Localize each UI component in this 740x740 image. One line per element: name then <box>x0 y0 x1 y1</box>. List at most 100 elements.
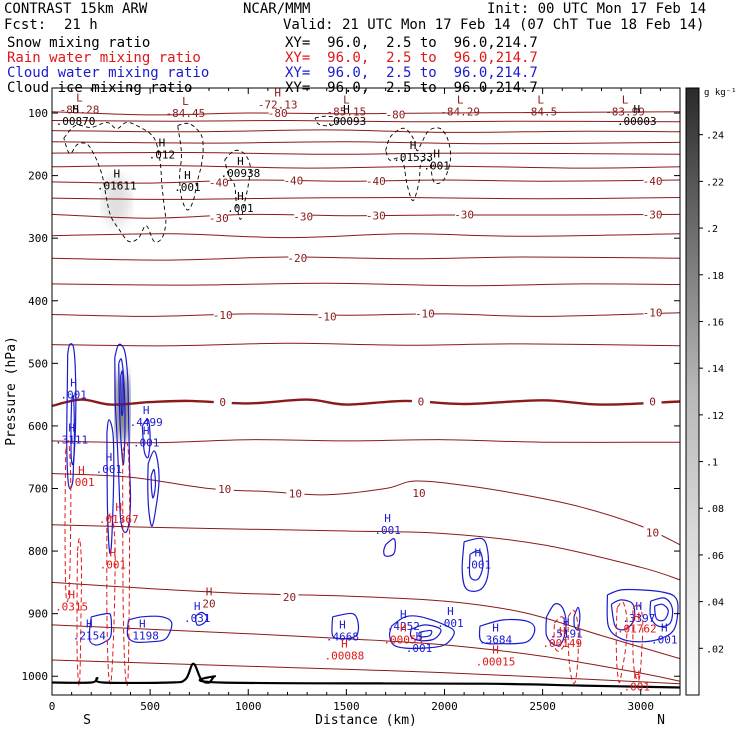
x-tick-label: 3000 <box>628 700 655 713</box>
extremum-value: .4252 <box>387 620 420 633</box>
extremum-value: .001 <box>465 559 492 572</box>
extremum-marker: H <box>400 622 407 635</box>
temperature-label-bg <box>415 307 434 319</box>
extremum-value: 20 <box>202 597 215 610</box>
rain-contour-1 <box>76 537 83 686</box>
temperature-contour--20 <box>52 256 680 261</box>
x-tick-label: 1500 <box>333 700 360 713</box>
valid-label: Valid: 21 UTC Mon 17 Feb 14 (07 ChT Tue … <box>283 17 705 33</box>
extremum-value: .001 <box>374 524 401 537</box>
temperature-label-bg <box>643 208 662 220</box>
rain-contour-2 <box>106 512 116 685</box>
temperature-label-bg <box>209 176 228 188</box>
extremum-value: .3397 <box>622 612 655 625</box>
temperature-label-bg <box>215 483 234 495</box>
extremum-marker: H <box>78 464 85 477</box>
grey-shading-layer <box>103 175 131 442</box>
fcst-value: 21 h <box>64 17 98 33</box>
temperature-contour--70 <box>52 119 680 123</box>
cloud-ice-contour-4 <box>385 127 452 202</box>
cloud-water-contour-1 <box>70 394 76 466</box>
extremum-marker: H <box>339 619 346 632</box>
temperature-contour-label: -40 <box>366 175 386 188</box>
field-name-cloud-water: Cloud water mixing ratio <box>7 65 210 81</box>
extremum-marker: H <box>475 547 482 560</box>
extremum-marker: H <box>70 376 77 389</box>
colorbar-tick-label: .24 <box>706 131 724 142</box>
colorbar-tick-label: .16 <box>706 317 724 328</box>
extremum-value: .001 <box>133 437 160 450</box>
y-tick-label: 1000 <box>22 670 49 683</box>
colorbar-tick-label: .18 <box>706 271 724 282</box>
extremum-marker: L <box>76 92 83 105</box>
temperature-label-bg <box>409 486 428 498</box>
extremum-value: .01762 <box>617 622 657 635</box>
temperature-label-bg <box>643 526 662 538</box>
extremum-marker: H <box>194 600 201 613</box>
colorbar-tick-label: .12 <box>706 411 724 422</box>
extremum-marker: H <box>343 103 350 116</box>
extremum-value: -85.15 <box>327 106 367 119</box>
extremum-value: .031 <box>184 612 211 625</box>
cloud-water-contour-24 <box>649 597 674 628</box>
field-xy-snow: XY= 96.0, 2.5 to 96.0,214.7 <box>285 35 538 51</box>
cloud-water-contour-7 <box>147 450 160 527</box>
colorbar-ticks: .02 .04 .06 .08 .1 .12 .14 .16 .18 .2 .22 .24 <box>699 131 724 655</box>
extremum-value: .01367 <box>99 513 139 526</box>
rain-contour-3 <box>122 442 131 686</box>
extremum-value: .00870 <box>56 115 96 128</box>
y-axis-title: Pressure (hPa) <box>4 336 19 446</box>
cloud-water-contour-22 <box>606 588 679 643</box>
extremum-value: .001 <box>624 681 651 694</box>
extremum-marker: H <box>400 608 407 621</box>
temperature-contour--5 <box>52 342 680 347</box>
extremum-marker: H <box>143 404 150 417</box>
extremum-value: .012 <box>149 149 176 162</box>
extremum-marker: H <box>492 622 499 635</box>
extremum-value: .0315 <box>55 601 88 614</box>
y-tick-label: 400 <box>28 295 48 308</box>
init-label: Init: 00 UTC Mon 17 Feb 14 <box>487 1 707 17</box>
cloud-water-contour-16 <box>388 615 455 650</box>
temperature-contour--80 <box>52 111 680 116</box>
x-tick-label: 500 <box>140 700 160 713</box>
temperature-contour-label: -30 <box>454 208 474 221</box>
temperature-label-bg <box>294 210 313 222</box>
temperature-label-bg <box>366 175 385 187</box>
temperature-label-bg <box>288 252 307 264</box>
extremum-marker: H <box>68 589 75 602</box>
extremum-marker: H <box>384 512 391 525</box>
temperature-contour-label: -40 <box>643 175 663 188</box>
extremum-marker: H <box>559 625 566 638</box>
extremum-marker: H <box>68 421 75 434</box>
temperature-contour-label: -30 <box>643 208 663 221</box>
extremum-value: .4668 <box>326 631 359 644</box>
temperature-label-bg <box>317 310 336 322</box>
cloud-water-contour-14 <box>468 550 484 581</box>
cloud-water-contour-12 <box>383 537 397 557</box>
temperature-contour-label: 10 <box>412 487 425 500</box>
y-tick-label: 600 <box>28 420 48 433</box>
extremum-marker: H <box>634 610 641 623</box>
cloud-water-contour-0 <box>66 343 77 490</box>
y-tick-label: 100 <box>28 107 48 120</box>
extremum-marker: H <box>115 501 122 514</box>
field-xy-rain: XY= 96.0, 2.5 to 96.0,214.7 <box>285 50 538 66</box>
temperature-contour-0 <box>52 398 680 408</box>
extremum-marker: H <box>634 669 641 682</box>
colorbar <box>685 87 700 696</box>
temperature-contour-label: -10 <box>643 307 663 320</box>
temperature-contour-label: -10 <box>213 309 233 322</box>
endpoint-label-right: N <box>657 713 665 728</box>
temperature-contour--40 <box>52 179 680 184</box>
extremum-value: .001 <box>60 388 87 401</box>
temperature-label-bg <box>366 209 385 221</box>
temperature-label-bg <box>284 174 303 186</box>
extremum-marker: H <box>634 103 641 116</box>
rain-contour-6 <box>615 601 628 684</box>
field-name-snow: Snow mixing ratio <box>7 35 151 51</box>
temperature-contour-25 <box>52 624 680 682</box>
cloud-water-contour-9 <box>88 612 113 646</box>
extremum-marker: L <box>457 94 464 107</box>
